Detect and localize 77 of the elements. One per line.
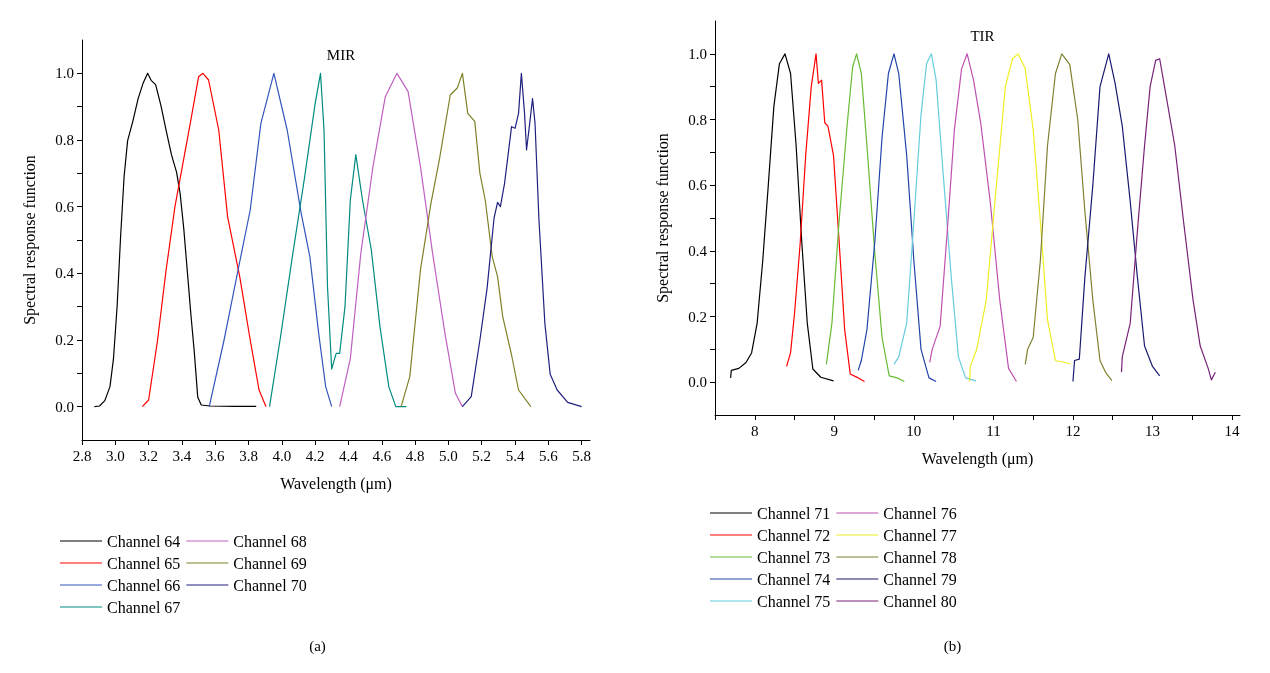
x-tick-label: 5.6 xyxy=(538,447,559,464)
legend-label: Channel 64 xyxy=(107,532,181,550)
legend-label: Channel 66 xyxy=(107,576,181,594)
x-tick-label: 5.2 xyxy=(472,447,492,464)
legend-label: Channel 73 xyxy=(757,548,831,566)
x-tick-label: 13 xyxy=(1145,422,1160,439)
legend-label: Channel 77 xyxy=(883,526,957,544)
y-tick-label: 0.0 xyxy=(55,398,74,415)
x-tick-label: 4.4 xyxy=(339,447,359,464)
x-tick-label: 3.6 xyxy=(205,447,226,464)
x-tick-label: 14 xyxy=(1224,422,1241,439)
x-tick-label: 5.0 xyxy=(439,447,458,464)
line-series xyxy=(968,53,1072,383)
line-series xyxy=(93,72,257,408)
legend-label: Channel 68 xyxy=(233,532,307,550)
legend-label: Channel 71 xyxy=(757,504,831,522)
y-tick-label: 0.4 xyxy=(688,242,708,259)
x-tick-label: 9 xyxy=(830,422,839,439)
y-tick-label: 0.2 xyxy=(55,332,74,348)
line-series xyxy=(729,53,835,382)
legend-label: Channel 74 xyxy=(757,570,831,588)
line-series xyxy=(339,72,464,408)
text: (a) xyxy=(309,637,326,655)
line-series xyxy=(1024,53,1113,382)
y-tick-label: 0.2 xyxy=(688,308,707,325)
line-series xyxy=(400,72,532,408)
legend-label: Channel 76 xyxy=(883,504,957,522)
x-tick-label: 4.6 xyxy=(372,447,392,464)
legend-label: Channel 78 xyxy=(883,548,957,566)
text: (b) xyxy=(943,637,962,655)
x-axis-title: Wavelength (μm) xyxy=(921,449,1034,468)
line-series xyxy=(268,72,407,408)
y-tick-label: 1.0 xyxy=(55,65,74,82)
x-tick-label: 12 xyxy=(1065,422,1081,439)
line-series xyxy=(461,72,583,408)
line-series xyxy=(825,53,905,383)
x-tick-label: 10 xyxy=(906,422,922,439)
x-tick-label: 4.8 xyxy=(405,447,425,464)
x-tick-label: 4.2 xyxy=(305,447,325,464)
line-series xyxy=(141,72,267,408)
y-tick-label: 0.8 xyxy=(688,111,707,128)
x-tick-label: 8 xyxy=(751,422,759,439)
y-tick-label: 1.0 xyxy=(688,45,707,62)
x-tick-label: 3.8 xyxy=(239,447,258,464)
legend-label: Channel 79 xyxy=(883,570,957,588)
line-series xyxy=(1120,58,1216,381)
x-tick-label: 3.0 xyxy=(105,447,125,464)
x-tick-label: 5.8 xyxy=(572,447,592,464)
legend-label: Channel 75 xyxy=(757,592,831,610)
x-tick-label: 4.0 xyxy=(272,447,292,464)
line-series xyxy=(857,53,937,383)
legend-label: Channel 65 xyxy=(107,554,181,572)
y-tick-label: 0.4 xyxy=(55,265,75,282)
x-tick-label: 5.4 xyxy=(505,447,525,464)
y-tick-label: 0.6 xyxy=(688,177,708,194)
x-axis-title: Wavelength (μm) xyxy=(280,474,392,493)
y-axis-title: Spectral response function xyxy=(20,155,39,325)
chart-title: TIR xyxy=(970,27,995,44)
line-series xyxy=(1072,53,1161,383)
x-tick-label: 2.8 xyxy=(72,447,92,464)
line-series xyxy=(893,53,977,382)
y-tick-label: 0.8 xyxy=(55,132,74,148)
y-tick-label: 0.0 xyxy=(688,374,707,391)
legend-label: Channel 69 xyxy=(233,554,307,572)
legend-label: Channel 70 xyxy=(233,576,307,594)
line-series xyxy=(208,72,333,408)
chart-title: MIR xyxy=(326,46,356,63)
legend-label: Channel 72 xyxy=(757,526,831,544)
line-series xyxy=(929,53,1018,383)
x-tick-label: 3.2 xyxy=(139,447,158,464)
x-tick-label: 11 xyxy=(986,422,1001,439)
line-series xyxy=(785,53,866,383)
legend-label: Channel 80 xyxy=(883,592,957,610)
y-tick-label: 0.6 xyxy=(55,198,75,215)
y-axis-title: Spectral response function xyxy=(653,133,672,303)
legend-label: Channel 67 xyxy=(107,598,181,616)
x-tick-label: 3.4 xyxy=(172,447,192,464)
